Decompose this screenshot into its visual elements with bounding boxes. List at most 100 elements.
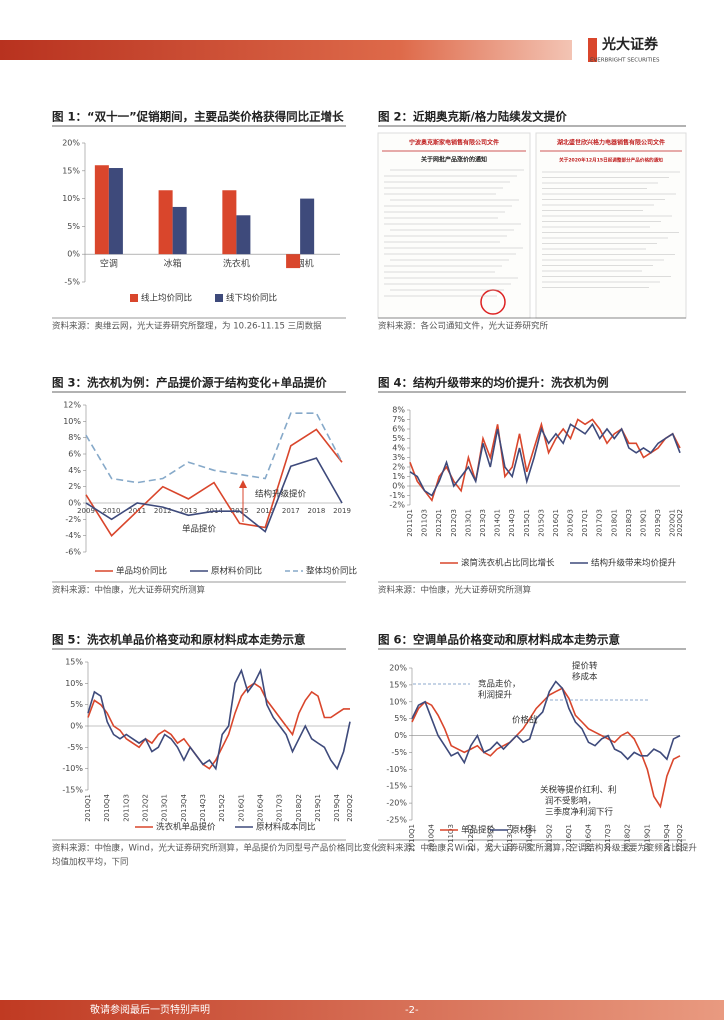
x-tick-label: 2012	[154, 507, 172, 515]
y-tick-label: 5%	[394, 714, 407, 723]
annotation: 移成本	[572, 672, 598, 683]
x-tick-label: 2017Q3	[276, 794, 284, 822]
logo: 光大证券	[601, 36, 659, 53]
x-tick-label: 2020Q2	[346, 794, 354, 822]
y-tick-label: -5%	[67, 743, 83, 752]
x-tick-label: 2011Q1	[406, 509, 414, 537]
y-tick-label: 0%	[67, 250, 80, 259]
x-tick-label: 2012Q2	[467, 824, 475, 852]
header-band	[0, 40, 572, 60]
x-tick-label: 空调	[100, 258, 118, 270]
x-tick-label: 2016Q1	[552, 509, 560, 537]
annotation: 利润提升	[478, 690, 513, 701]
legend-label: 原材料成本同比	[256, 822, 316, 833]
series-line	[411, 687, 681, 809]
legend-label: 滚筒洗衣机占比同比增长	[461, 558, 555, 569]
y-tick-label: -2%	[65, 515, 81, 524]
x-tick-label: 2018Q2	[624, 824, 632, 852]
figure-2-docs	[377, 132, 687, 319]
annotation: 单品提价	[182, 524, 217, 535]
footer-band	[0, 1000, 724, 1020]
y-tick-label: 15%	[389, 680, 407, 689]
x-tick-label: 2012Q2	[142, 794, 150, 822]
x-tick-label: 2019Q1	[643, 824, 651, 852]
y-tick-label: 0%	[392, 482, 405, 491]
y-tick-label: -2%	[389, 501, 405, 510]
figure-title: 图 1：“双十一”促销期间，主要品类价格获得同比正增长	[52, 110, 344, 124]
x-tick-label: 2015Q2	[545, 824, 553, 852]
y-tick-label: 7%	[392, 415, 405, 424]
legend-label: 单品均价同比	[116, 566, 167, 577]
y-tick-label: 0%	[394, 731, 407, 740]
y-tick-label: 8%	[392, 406, 405, 415]
y-tick-label: 15%	[62, 166, 80, 175]
figure-source: 资料来源：中怡康，光大证券研究所测算	[378, 585, 532, 596]
annotation: 三季度净利润下行	[545, 807, 614, 818]
doc-company: 湖北盛世欣兴格力电器销售有限公司文件	[557, 139, 665, 147]
y-tick-label: 0%	[68, 499, 81, 508]
figure-title: 图 2：近期奥克斯/格力陆续发文提价	[378, 110, 567, 124]
x-tick-label: 2013	[179, 507, 197, 515]
y-tick-label: -10%	[386, 765, 407, 774]
x-tick-label: 2019Q4	[333, 793, 341, 821]
x-tick-label: 2014Q3	[526, 824, 534, 852]
y-tick-label: 20%	[389, 664, 407, 673]
x-tick-label: 2012Q3	[450, 509, 458, 537]
annotation: 价格战	[512, 715, 538, 726]
x-tick-label: 2017Q3	[596, 509, 604, 537]
x-tick-label: 2013Q1	[464, 509, 472, 537]
legend-label: 线上均价同比	[141, 293, 192, 304]
logo-mark	[588, 38, 597, 62]
doc-heading: 关于网批产品涨价的通知	[421, 156, 487, 164]
x-tick-label: 2018Q1	[610, 509, 618, 537]
x-tick-label: 冰箱	[164, 258, 182, 270]
legend-label: 原材料价同比	[211, 566, 262, 577]
figure-source: 资料来源：中怡康，Wind，光大证券研究所测算，单品提价为同型号产品价格同比变化	[52, 843, 380, 854]
y-tick-label: 0%	[70, 722, 83, 731]
x-tick-label: 2019Q3	[654, 509, 662, 537]
x-tick-label: 2016Q4	[584, 823, 592, 851]
y-tick-label: 10%	[389, 697, 407, 706]
legend-label: 单品提价	[461, 825, 496, 836]
series-line	[87, 668, 351, 771]
y-tick-label: 4%	[68, 466, 81, 475]
y-tick-label: 2%	[392, 463, 405, 472]
x-tick-label: 2016Q1	[237, 794, 245, 822]
figure-title: 图 4：结构升级带来的均价提升：洗衣机为例	[378, 376, 609, 390]
x-tick-label: 2016Q4	[257, 793, 265, 821]
series-line	[85, 457, 343, 533]
doc-company: 宁波奥克斯家电销售有限公司文件	[409, 139, 499, 147]
y-tick-label: 10%	[63, 417, 81, 426]
bar	[94, 165, 109, 255]
x-tick-label: 2014Q3	[199, 794, 207, 822]
x-tick-label: 2013Q3	[479, 509, 487, 537]
legend-label: 原材料	[511, 825, 537, 836]
bar	[158, 190, 173, 255]
bar	[222, 190, 237, 255]
y-tick-label: -15%	[386, 782, 407, 791]
annotation: 竞品走价，	[478, 679, 521, 690]
x-tick-label: 2013Q4	[506, 823, 514, 851]
y-tick-label: 10%	[65, 679, 83, 688]
x-tick-label: 2017	[282, 507, 300, 515]
x-tick-label: 2019	[333, 507, 351, 515]
x-tick-label: 2020Q2	[676, 509, 684, 537]
x-tick-label: 2013Q1	[161, 794, 169, 822]
y-tick-label: 4%	[392, 444, 405, 453]
x-tick-label: 2015Q2	[218, 794, 226, 822]
figure-title: 图 3：洗衣机为例：产品提价源于结构变化+单品提价	[52, 376, 327, 390]
figure-source: 资料来源：中怡康，Wind，光大证券研究所测算，空调结构升级主要为变频占比提升	[378, 843, 697, 854]
y-tick-label: 5%	[70, 700, 83, 709]
x-tick-label: 洗衣机	[223, 258, 250, 270]
x-tick-label: 2015Q3	[537, 509, 545, 537]
y-tick-label: 5%	[67, 222, 80, 231]
x-tick-label: 2010	[103, 507, 121, 515]
x-tick-label: 2020Q2	[676, 824, 684, 852]
x-tick-label: 2010Q4	[103, 793, 111, 821]
x-tick-label: 2016Q1	[565, 824, 573, 852]
y-tick-label: 5%	[392, 434, 405, 443]
annotation: 关税等提价红利、利	[540, 785, 617, 796]
bar	[300, 198, 315, 255]
doc-image	[535, 132, 687, 319]
